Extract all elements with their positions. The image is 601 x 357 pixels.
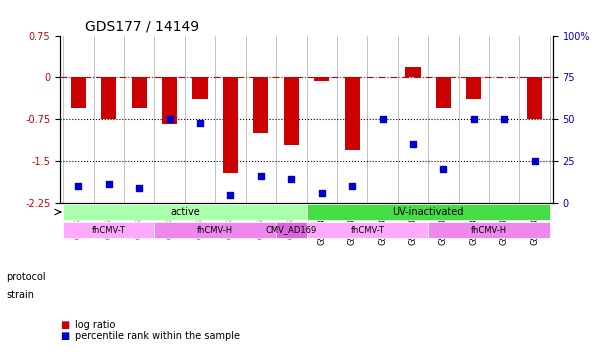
Text: strain: strain <box>6 290 34 300</box>
Text: percentile rank within the sample: percentile rank within the sample <box>75 331 240 341</box>
Bar <box>284 77 299 146</box>
FancyBboxPatch shape <box>307 222 428 238</box>
Point <box>73 183 83 189</box>
Text: fhCMV-H: fhCMV-H <box>471 226 507 235</box>
Point <box>135 185 144 191</box>
Bar <box>527 77 542 119</box>
FancyBboxPatch shape <box>428 222 550 238</box>
Text: ■: ■ <box>60 331 69 341</box>
Point <box>225 192 235 197</box>
Point <box>469 116 478 122</box>
FancyBboxPatch shape <box>63 204 307 220</box>
FancyBboxPatch shape <box>154 222 276 238</box>
Text: CMV_AD169: CMV_AD169 <box>266 226 317 235</box>
Text: GDS177 / 14149: GDS177 / 14149 <box>85 19 199 33</box>
Bar <box>466 77 481 99</box>
Point <box>378 116 388 122</box>
Bar <box>132 77 147 108</box>
Point <box>287 177 296 182</box>
Point <box>408 141 418 147</box>
Text: protocol: protocol <box>6 272 46 282</box>
Point <box>104 182 114 187</box>
FancyBboxPatch shape <box>63 222 154 238</box>
Point <box>439 167 448 172</box>
Bar <box>192 77 207 99</box>
Point <box>347 183 357 189</box>
Text: fhCMV-T: fhCMV-T <box>92 226 126 235</box>
Text: fhCMV-H: fhCMV-H <box>197 226 233 235</box>
Text: ■: ■ <box>60 320 69 330</box>
Bar <box>253 77 269 133</box>
FancyBboxPatch shape <box>276 222 307 238</box>
Text: active: active <box>170 207 200 217</box>
Bar <box>162 77 177 124</box>
Point <box>499 116 509 122</box>
Text: fhCMV-T: fhCMV-T <box>350 226 385 235</box>
Bar <box>436 77 451 108</box>
Point <box>530 158 540 164</box>
Bar <box>344 77 360 150</box>
Point <box>165 116 174 122</box>
Bar <box>406 67 421 77</box>
Text: UV-inactivated: UV-inactivated <box>392 207 464 217</box>
Point <box>317 190 326 196</box>
Bar <box>71 77 86 108</box>
Bar <box>223 77 238 174</box>
Text: log ratio: log ratio <box>75 320 115 330</box>
FancyBboxPatch shape <box>307 204 550 220</box>
Point <box>195 120 205 126</box>
Bar <box>101 77 117 119</box>
Point <box>256 173 266 179</box>
Bar <box>314 77 329 81</box>
